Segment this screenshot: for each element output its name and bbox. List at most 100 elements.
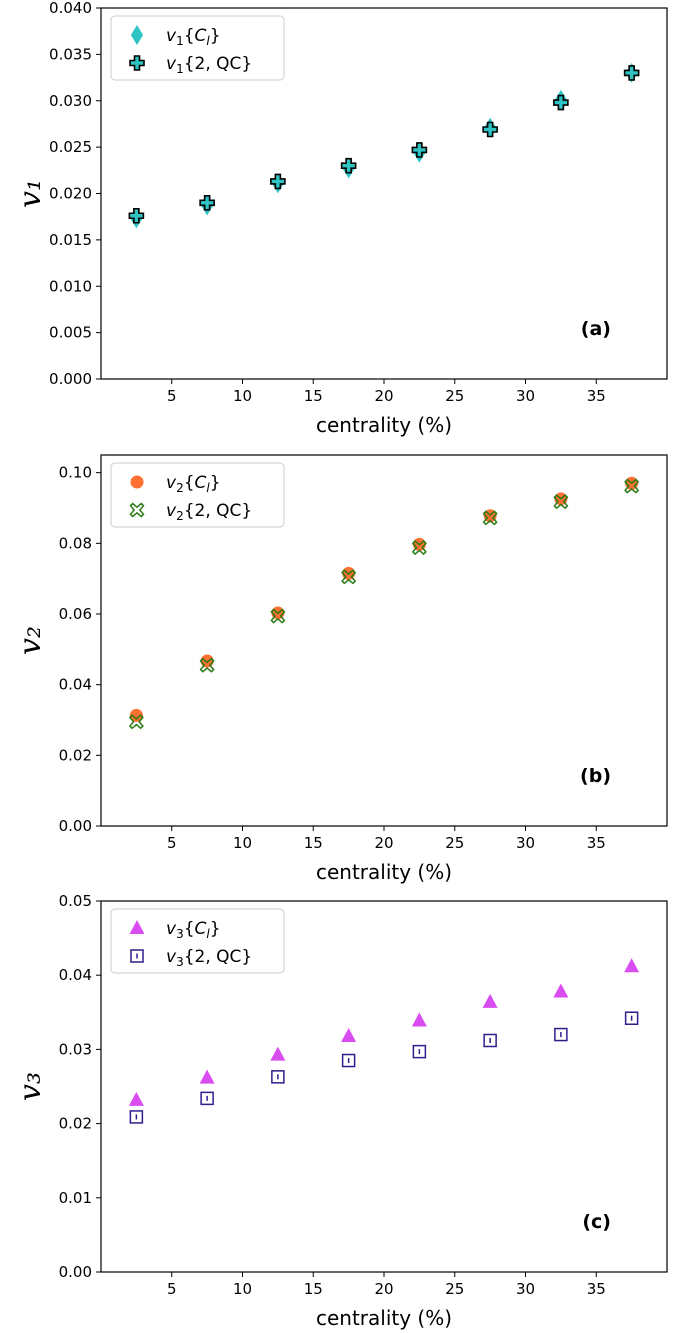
y-tick-label: 0.00: [59, 817, 92, 835]
data-point: [128, 1091, 144, 1106]
legend-label-1: v1{Cl}: [166, 26, 221, 48]
x-tick-label: 20: [374, 834, 393, 852]
x-tick-label: 5: [167, 387, 177, 405]
legend-marker: [130, 949, 144, 963]
legend-box: [110, 15, 285, 81]
data-point: [412, 1044, 427, 1059]
x-tick-label: 15: [304, 1280, 323, 1298]
x-tick-label: 15: [304, 834, 323, 852]
legend-label-1: v2{Cl}: [166, 473, 221, 495]
x-tick-label: 15: [304, 387, 323, 405]
x-tick-label: 10: [233, 387, 252, 405]
y-tick-label: 0.05: [59, 892, 92, 910]
y-axis-label: v₁: [13, 179, 48, 208]
legend-label-2: v2{2, QC}: [166, 501, 252, 523]
data-point: [624, 1011, 639, 1025]
data-point: [554, 1027, 568, 1042]
y-tick-label: 0.010: [49, 277, 92, 295]
data-point: [482, 121, 498, 138]
data-point: [270, 173, 286, 190]
x-tick-label: 25: [445, 1280, 464, 1298]
y-tick-label: 0.02: [59, 746, 92, 764]
data-point: [341, 1028, 357, 1043]
data-point: [199, 657, 215, 673]
data-point: [483, 1033, 497, 1048]
x-axis-label: centrality (%): [316, 413, 452, 437]
y-tick-label: 0.025: [49, 138, 92, 156]
x-tick-label: 35: [587, 834, 606, 852]
x-tick-label: 5: [167, 1280, 177, 1298]
data-point: [411, 540, 427, 556]
legend: v3{Cl} v3{2, QC}: [110, 908, 285, 974]
data-point: [128, 714, 144, 730]
legend-label-2: v3{2, QC}: [166, 947, 252, 969]
y-tick-label: 0.08: [59, 534, 92, 552]
x-axis-label: centrality (%): [316, 860, 452, 884]
data-point: [411, 1012, 427, 1027]
data-point: [199, 1069, 215, 1084]
data-point: [270, 1046, 286, 1061]
chart-panel-b: 5 10 15 20 25 30 35 0.00 0.02 0.04 0.06 0.08 0.10 cen…: [13, 454, 668, 884]
legend-marker: [129, 55, 145, 71]
y-axis-label: v₂: [13, 626, 48, 655]
chart-panel-c: 5 10 15 20 25 30 35 0.00 0.01 0.02 0.03 0.04 0.05 cen…: [13, 892, 668, 1330]
data-point: [411, 142, 428, 158]
y-tick-label: 0.04: [59, 966, 92, 984]
data-point: [553, 494, 569, 510]
legend-label-2: v1{2, QC}: [166, 54, 252, 76]
legend-box: [110, 908, 285, 974]
data-point: [482, 510, 498, 526]
y-tick-label: 0.04: [59, 676, 92, 694]
y-tick-label: 0.00: [59, 1263, 92, 1281]
y-tick-label: 0.02: [59, 1115, 92, 1133]
data-point: [341, 569, 357, 585]
data-point: [623, 65, 640, 81]
panel-label: (c): [582, 1211, 611, 1233]
data-point: [128, 207, 145, 224]
y-axis-label: v₃: [13, 1072, 48, 1101]
legend: v1{Cl} v1{2, QC}: [110, 15, 285, 81]
y-tick-label: 0.03: [59, 1040, 92, 1058]
legend-marker: [129, 920, 145, 934]
y-tick-label: 0.01: [59, 1189, 92, 1207]
data-point: [129, 1110, 144, 1124]
x-tick-label: 30: [516, 834, 535, 852]
x-tick-label: 5: [167, 834, 177, 852]
x-tick-label: 20: [374, 387, 393, 405]
data-point: [199, 194, 215, 211]
x-tick-label: 35: [587, 387, 606, 405]
data-point: [553, 983, 569, 998]
x-tick-label: 35: [587, 1280, 606, 1298]
y-tick-label: 0.000: [49, 370, 92, 388]
data-point: [271, 1070, 285, 1084]
data-point: [200, 1091, 214, 1106]
x-tick-label: 10: [233, 834, 252, 852]
x-axis-label: centrality (%): [316, 1306, 452, 1330]
x-tick-label: 25: [445, 834, 464, 852]
x-tick-label: 30: [516, 1280, 535, 1298]
panel-label: (b): [580, 765, 611, 787]
legend-label-1: v3{Cl}: [166, 919, 221, 941]
legend: v2{Cl} v2{2, QC}: [110, 462, 285, 528]
x-tick-label: 25: [445, 387, 464, 405]
y-tick-label: 0.015: [49, 231, 92, 249]
y-tick-label: 0.020: [49, 185, 92, 203]
x-tick-label: 10: [233, 1280, 252, 1298]
data-point: [270, 608, 286, 624]
data-point: [624, 478, 640, 494]
data-point: [624, 958, 640, 973]
y-tick-label: 0.10: [59, 464, 92, 482]
series-2: [129, 1011, 639, 1124]
legend-box: [110, 462, 285, 528]
y-tick-label: 0.005: [49, 324, 92, 342]
panel-label: (a): [581, 318, 611, 340]
x-tick-label: 20: [374, 1280, 393, 1298]
y-tick-label: 0.06: [59, 605, 92, 623]
data-point: [200, 654, 214, 668]
series-2: [128, 65, 640, 224]
y-tick-label: 0.035: [49, 45, 92, 63]
data-point: [482, 993, 498, 1008]
data-point: [129, 708, 143, 722]
series-1: [128, 958, 640, 1106]
